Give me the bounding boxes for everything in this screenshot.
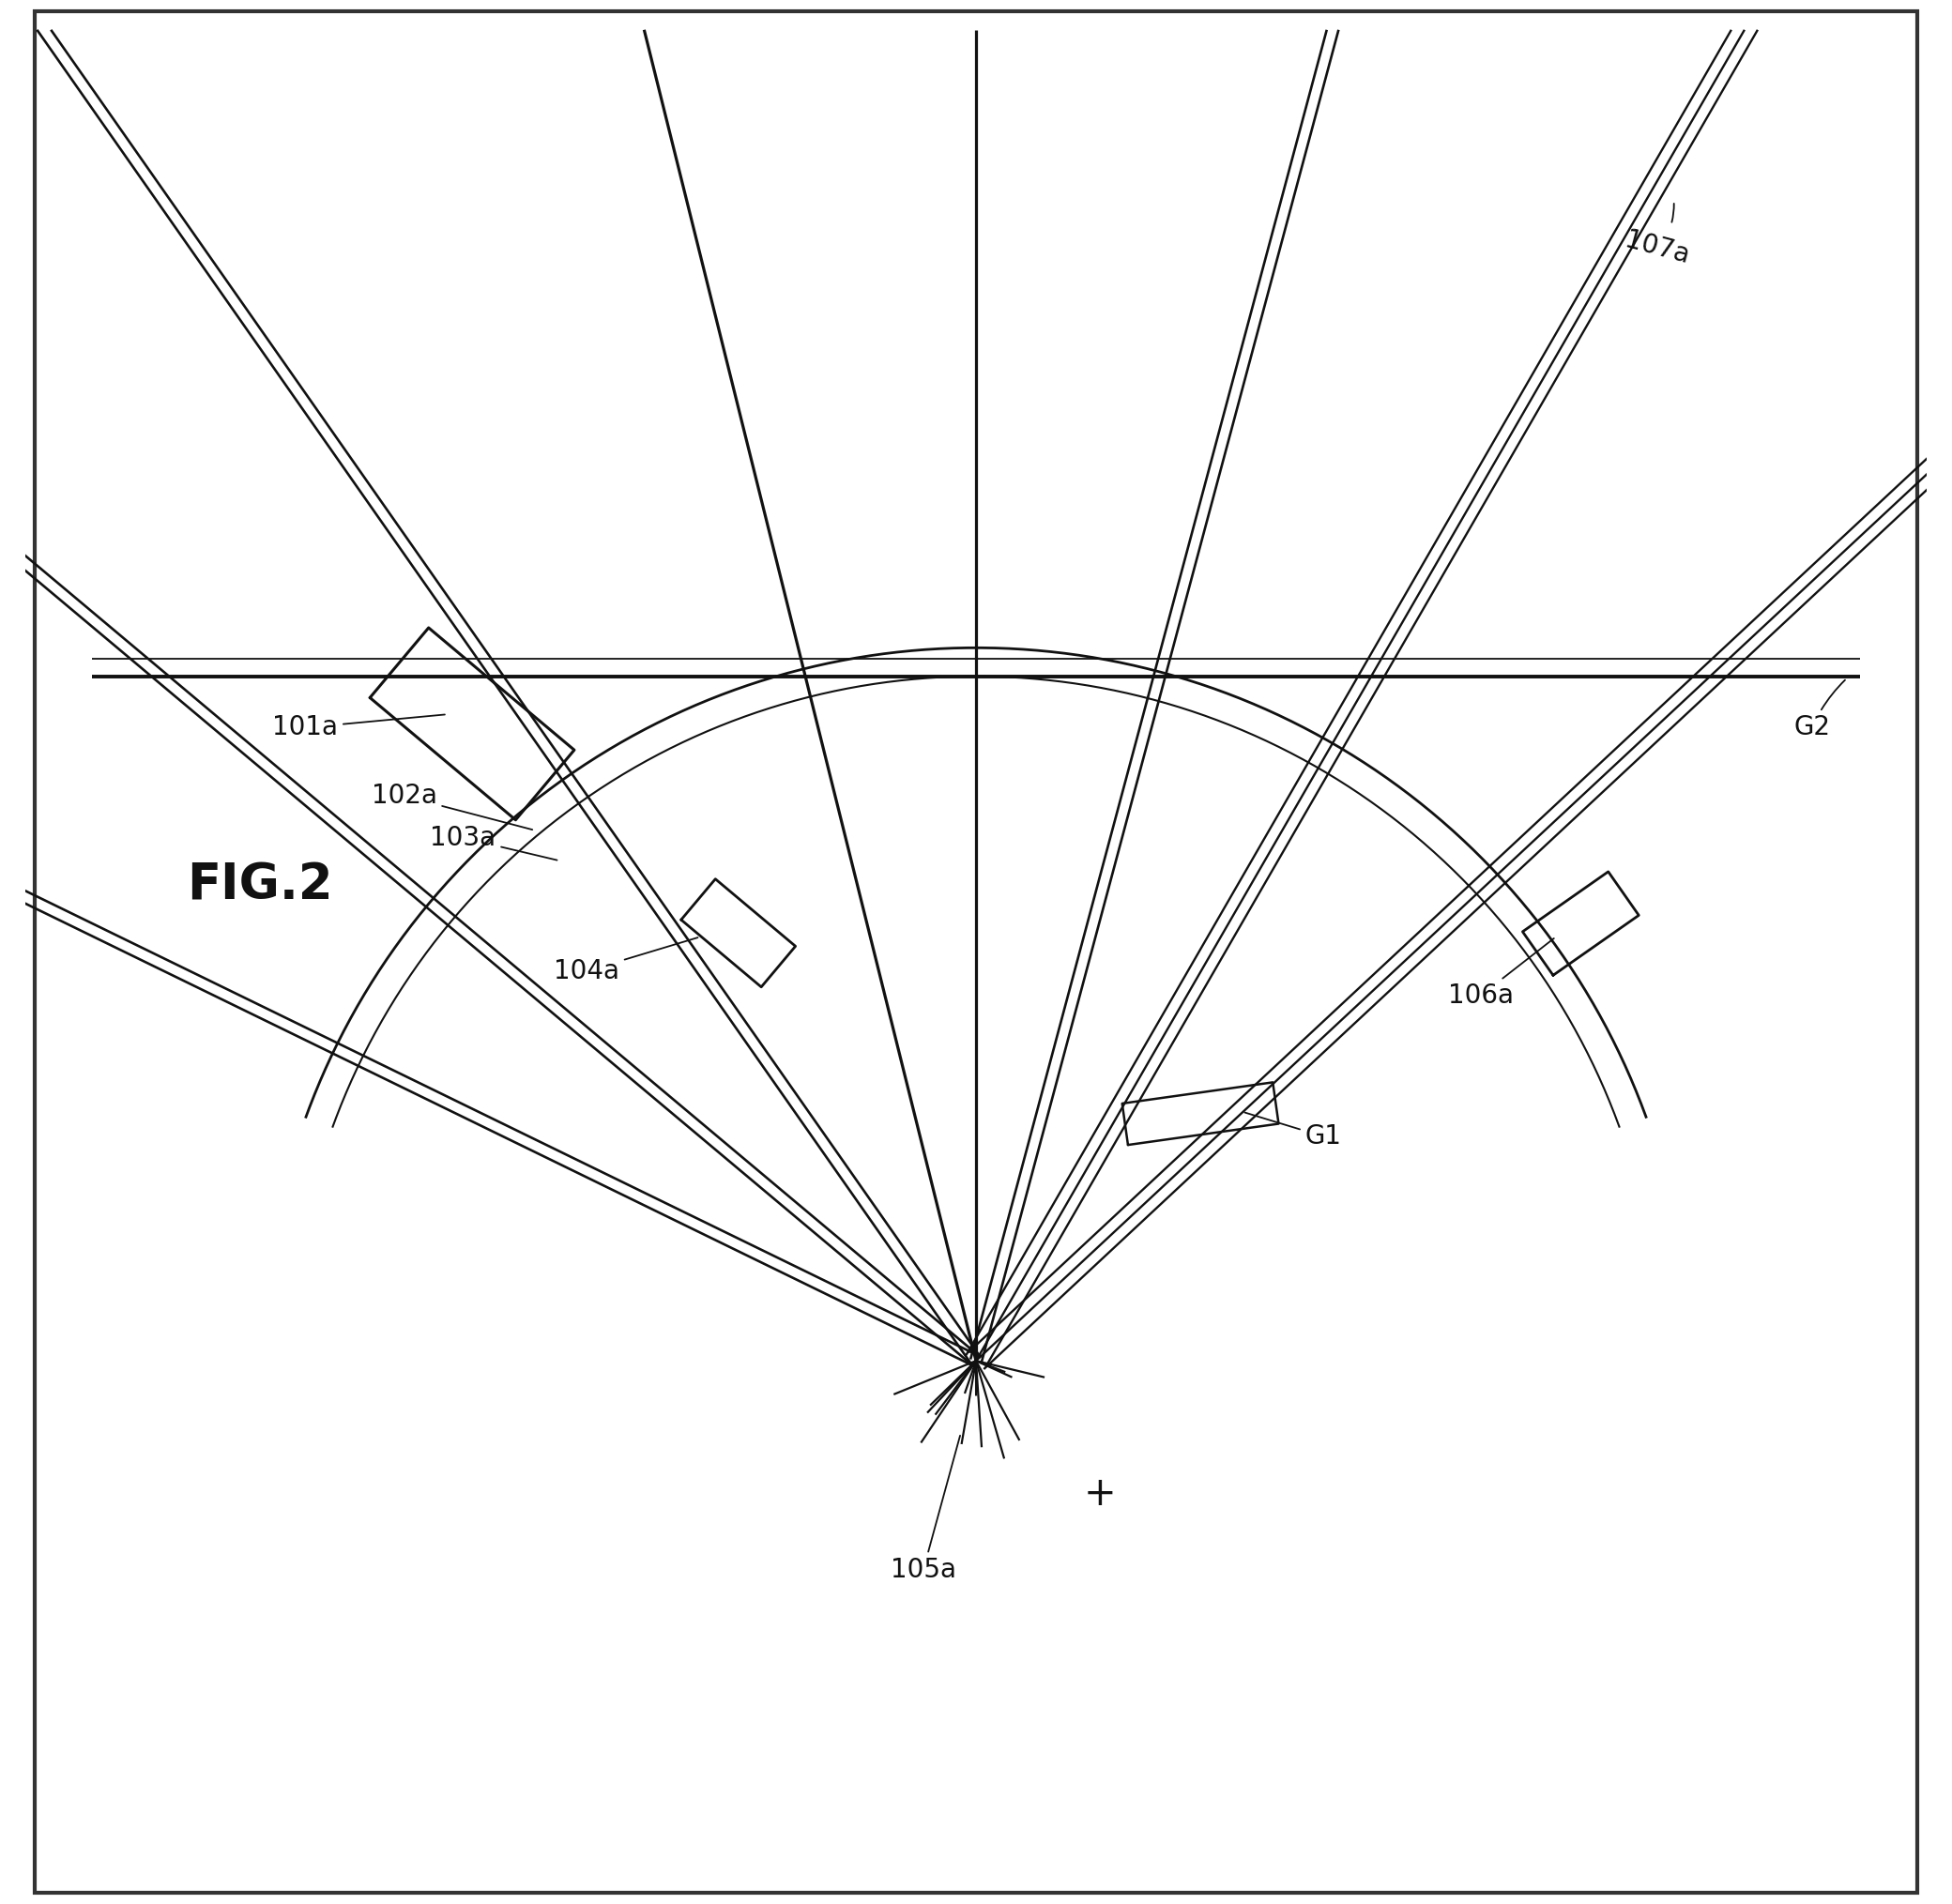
Text: 107a: 107a: [1622, 204, 1692, 270]
Text: G2: G2: [1794, 680, 1845, 741]
Text: G1: G1: [1245, 1112, 1341, 1150]
Text: 106a: 106a: [1448, 939, 1554, 1009]
Text: +: +: [1083, 1474, 1117, 1514]
Text: 102a: 102a: [371, 783, 533, 830]
Text: 101a: 101a: [273, 714, 445, 741]
Text: 104a: 104a: [554, 937, 697, 984]
Text: FIG.2: FIG.2: [187, 861, 334, 910]
Text: 105a: 105a: [890, 1436, 960, 1582]
Text: 103a: 103a: [429, 824, 556, 861]
